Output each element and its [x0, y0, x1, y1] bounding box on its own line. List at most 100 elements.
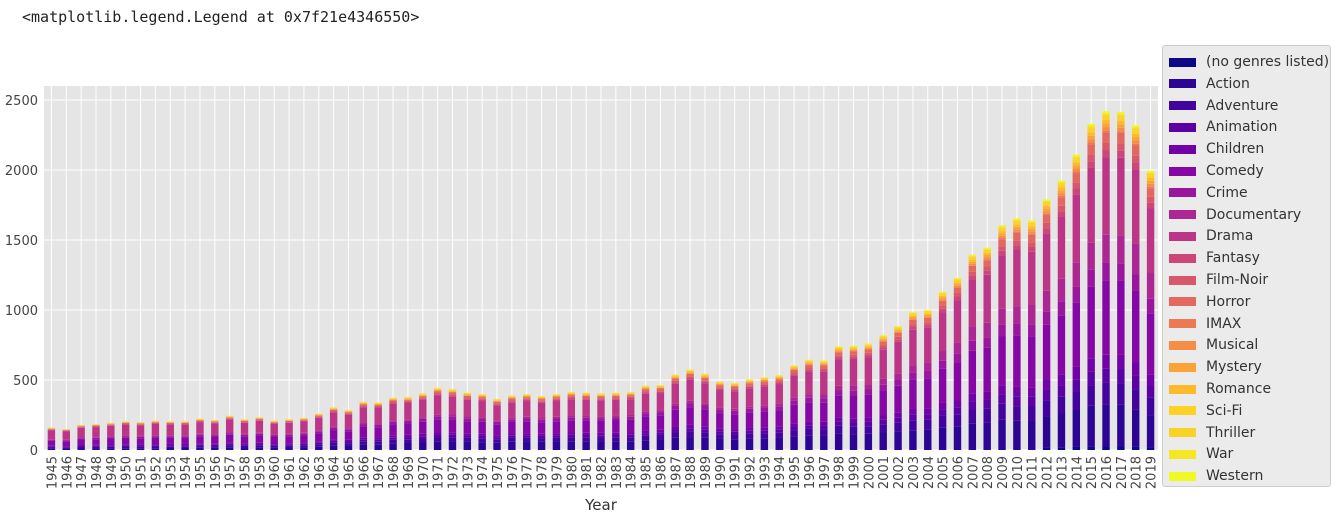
bar-segment: [701, 432, 709, 438]
x-tick-label: 1950: [120, 456, 135, 489]
bar-segment: [196, 422, 204, 434]
bar-segment: [344, 413, 353, 414]
bar-segment: [537, 397, 546, 399]
bar-segment: [1042, 389, 1051, 401]
bar-segment: [166, 447, 174, 450]
bar-segment: [805, 428, 813, 436]
bar-segment: [478, 417, 486, 420]
bar-segment: [1072, 286, 1081, 303]
bar-segment: [968, 340, 977, 351]
bar-segment: [448, 441, 457, 450]
bar-segment: [523, 395, 531, 396]
bar-segment: [983, 260, 991, 267]
bar-segment: [909, 314, 917, 316]
bar-segment: [805, 435, 813, 450]
bar-segment: [1072, 379, 1081, 392]
bar-segment: [790, 423, 798, 428]
bar-segment: [1057, 183, 1066, 185]
bar-segment: [270, 422, 278, 423]
bar-segment: [641, 411, 650, 414]
bar-segment: [745, 380, 754, 382]
bar-segment: [805, 421, 813, 426]
bar-segment: [745, 381, 754, 382]
bar-segment: [1117, 113, 1125, 116]
bar-segment: [92, 437, 100, 440]
bar-segment: [1057, 180, 1066, 182]
bar-segment: [270, 423, 278, 435]
bar-segment: [938, 402, 947, 410]
bar-segment: [805, 402, 813, 422]
bar-segment: [1013, 245, 1021, 251]
bar-segment: [864, 344, 873, 345]
bar-segment: [686, 373, 694, 374]
bar-segment: [686, 403, 694, 408]
bar-segment: [181, 423, 189, 425]
bar-segment: [181, 435, 189, 437]
bar-segment: [1028, 234, 1036, 243]
bar-segment: [493, 437, 501, 440]
bar-segment: [552, 395, 561, 397]
bar-segment: [805, 371, 813, 395]
bar-segment: [315, 430, 323, 432]
bar-segment: [1042, 208, 1051, 212]
x-tick-label: 1976: [506, 456, 521, 489]
bar-segment: [983, 347, 991, 392]
bar-segment: [864, 346, 873, 348]
bar-segment: [1042, 199, 1051, 201]
bar-segment: [433, 434, 442, 438]
x-tick-label: 1986: [654, 456, 669, 489]
bar-segment: [953, 414, 962, 427]
legend-swatch: [1169, 319, 1196, 329]
bar-segment: [701, 375, 709, 377]
bar-segment: [404, 439, 412, 443]
bar-segment: [968, 255, 977, 257]
bar-segment: [582, 394, 590, 395]
bar-segment: [849, 395, 858, 419]
bar-segment: [211, 423, 219, 435]
bar-segment: [983, 422, 991, 450]
bar-segment: [998, 385, 1006, 395]
bar-segment: [300, 445, 308, 448]
bar-segment: [834, 359, 843, 386]
bar-segment: [730, 429, 739, 432]
bar-segment: [612, 417, 620, 421]
bar-segment: [760, 380, 769, 382]
bar-segment: [612, 393, 620, 395]
bar-segment: [641, 388, 650, 390]
bar-segment: [968, 265, 977, 272]
bar-segment: [849, 434, 858, 450]
bar-segment: [552, 441, 561, 450]
bar-segment: [894, 327, 902, 328]
bar-segment: [478, 395, 486, 397]
bar-segment: [478, 442, 486, 450]
y-tick-label: 1000: [5, 304, 38, 319]
bar-segment: [1013, 240, 1021, 246]
bar-segment: [820, 362, 828, 364]
bar-segment: [508, 402, 516, 418]
bar-segment: [1087, 128, 1095, 133]
bar-segment: [315, 417, 323, 418]
bar-segment: [1028, 324, 1036, 337]
bar-segment: [1013, 232, 1021, 241]
x-tick-label: 2000: [862, 456, 877, 489]
bar-segment: [1087, 139, 1095, 143]
bar-segment: [552, 435, 561, 438]
bar-segment: [730, 389, 739, 392]
bar-segment: [240, 447, 249, 450]
bar-segment: [359, 441, 368, 445]
legend-item: Animation: [1169, 117, 1277, 137]
bar-segment: [805, 362, 813, 364]
bar-segment: [196, 447, 204, 450]
bar-segment: [537, 441, 546, 450]
bar-segment: [1117, 157, 1125, 236]
x-tick-label: 1954: [179, 456, 194, 489]
bar-segment: [1132, 162, 1140, 170]
bar-segment: [1087, 127, 1095, 129]
bar-segment: [419, 394, 427, 395]
bar-segment: [998, 394, 1006, 404]
bar-segment: [151, 436, 160, 438]
bar-segment: [656, 439, 665, 450]
bar-segment: [894, 417, 902, 423]
bar-segment: [537, 418, 546, 420]
bar-segment: [329, 427, 338, 431]
